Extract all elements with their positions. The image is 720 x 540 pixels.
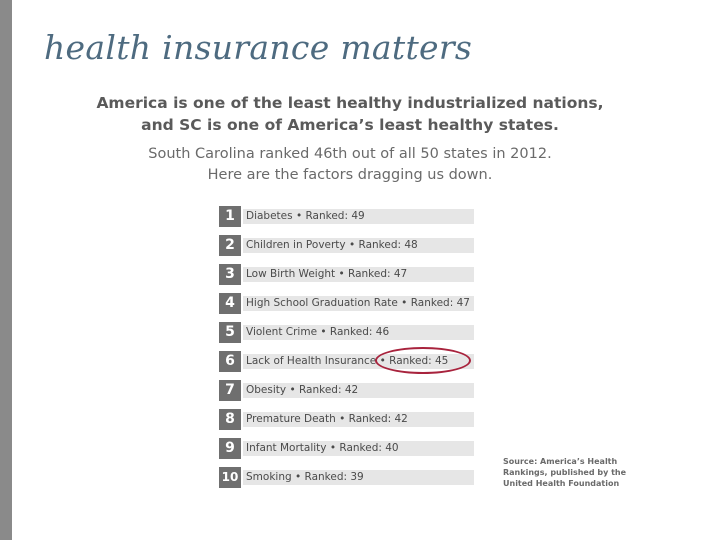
subline-line-1: South Carolina ranked 46th out of all 50… (148, 146, 552, 162)
headline-line-2: and SC is one of America’s least healthy… (141, 116, 559, 134)
factor-row: 3 Low Birth Weight • Ranked: 47 (219, 263, 475, 292)
factor-rank-number: 5 (219, 322, 241, 343)
factor-label: Smoking • Ranked: 39 (243, 470, 474, 485)
factor-row: 4 High School Graduation Rate • Ranked: … (219, 292, 475, 321)
factor-rank-number: 6 (219, 351, 241, 372)
factor-rank-number: 2 (219, 235, 241, 256)
factor-label: Low Birth Weight • Ranked: 47 (243, 267, 474, 282)
factor-label: Children in Poverty • Ranked: 48 (243, 238, 474, 253)
factor-rank-number: 8 (219, 409, 241, 430)
factor-label: Infant Mortality • Ranked: 40 (243, 441, 474, 456)
source-line-3: United Health Foundation (503, 479, 620, 488)
factor-row: 9 Infant Mortality • Ranked: 40 (219, 437, 475, 466)
factor-row: 7 Obesity • Ranked: 42 (219, 379, 475, 408)
factor-label: High School Graduation Rate • Ranked: 47 (243, 296, 474, 311)
source-line-2: Rankings, published by the (503, 468, 627, 477)
factor-row: 10 Smoking • Ranked: 39 (219, 466, 475, 495)
subline-line-2: Here are the factors dragging us down. (207, 167, 493, 183)
factor-row: 2 Children in Poverty • Ranked: 48 (219, 234, 475, 263)
factor-rank-number: 3 (219, 264, 241, 285)
slide-left-accent-bar (0, 0, 12, 540)
factor-rank-number: 4 (219, 293, 241, 314)
headline-line-1: America is one of the least healthy indu… (96, 94, 604, 112)
factor-rank-number: 1 (219, 206, 241, 227)
factor-list: 1 Diabetes • Ranked: 49 2 Children in Po… (219, 205, 475, 495)
factor-row: 5 Violent Crime • Ranked: 46 (219, 321, 475, 350)
graphic-subline: South Carolina ranked 46th out of all 50… (100, 144, 600, 186)
slide-title: health insurance matters (44, 28, 473, 67)
source-note: Source: America’s Health Rankings, publi… (503, 456, 643, 489)
factor-label: Obesity • Ranked: 42 (243, 383, 474, 398)
factor-label: Violent Crime • Ranked: 46 (243, 325, 474, 340)
factor-rank-number: 9 (219, 438, 241, 459)
graphic-headline: America is one of the least healthy indu… (90, 92, 610, 136)
factor-label: Premature Death • Ranked: 42 (243, 412, 474, 427)
factor-label: Diabetes • Ranked: 49 (243, 209, 474, 224)
factor-rank-number: 7 (219, 380, 241, 401)
highlight-ellipse-circle (375, 347, 471, 374)
factor-row: 1 Diabetes • Ranked: 49 (219, 205, 475, 234)
source-line-1: Source: America’s Health (503, 457, 618, 466)
factor-rank-number: 10 (219, 467, 241, 488)
factor-row: 8 Premature Death • Ranked: 42 (219, 408, 475, 437)
